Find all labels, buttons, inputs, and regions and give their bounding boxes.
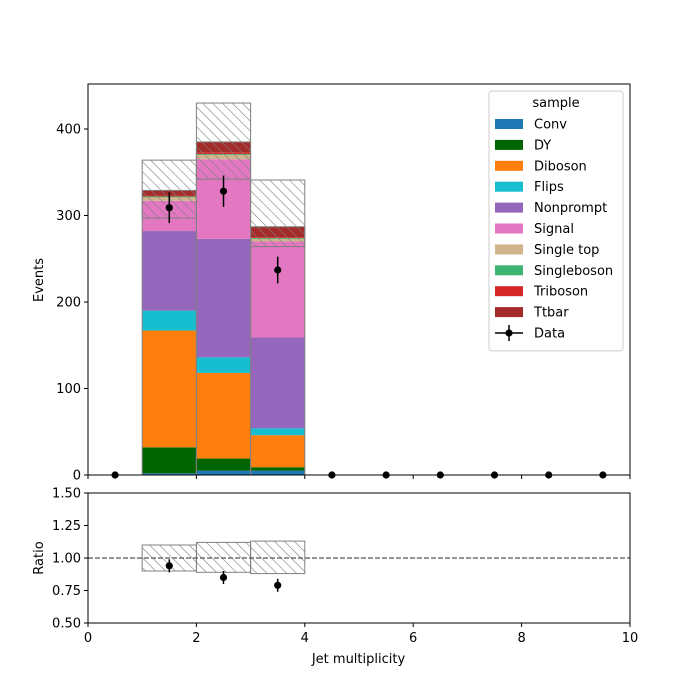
bar-conv-bin-2 (196, 470, 251, 475)
main-y-tick-label-2: 200 (56, 295, 81, 310)
uncertainty-band-bin-2 (195, 102, 252, 180)
main-y-tick-label-3: 300 (56, 209, 81, 224)
main-y-axis-label: Events (32, 258, 47, 302)
ratio-y-tick-label-2: 1.00 (52, 552, 81, 567)
legend-label-single-top: Single top (534, 243, 599, 258)
ratio-point-1 (219, 573, 228, 582)
main-panel: 0 100 200 300 400 (56, 83, 631, 484)
main-y-tick-label-4: 400 (56, 122, 81, 137)
legend-swatch-single-top (495, 244, 523, 255)
legend: sample Conv DY Diboson Flips Nonprompt Signal S… (488, 90, 624, 352)
x-tick-label-2: 4 (301, 631, 309, 646)
ratio-point-0 (165, 562, 173, 570)
legend-label-dy: DY (534, 138, 551, 153)
legend-label-conv: Conv (534, 118, 567, 133)
bar-nonprompt-bin-3 (250, 337, 305, 429)
bar-diboson-bin-3 (250, 435, 305, 468)
legend-label-flips: Flips (534, 180, 564, 195)
uncertainty-band-bin-3 (250, 179, 306, 248)
bar-diboson-bin-1 (142, 330, 197, 448)
bar-flips-bin-3 (250, 428, 305, 436)
main-axes-frame (87, 83, 631, 476)
legend-swatch-flips (495, 181, 523, 192)
legend-label-nonprompt: Nonprompt (534, 201, 607, 216)
legend-swatch-conv (495, 119, 523, 129)
ratio-band-bin-3 (250, 540, 306, 575)
data-point-1 (165, 204, 173, 212)
legend-label-data: Data (534, 327, 565, 342)
legend-label-triboson: Triboson (533, 285, 588, 300)
ratio-y-axis-label: Ratio (32, 541, 47, 574)
bar-flips-bin-1 (142, 310, 197, 331)
legend-label-singleboson: Singleboson (534, 264, 613, 279)
bar-nonprompt-bin-2 (196, 238, 251, 358)
ratio-point-2 (274, 581, 282, 589)
main-y-tick-label-1: 100 (56, 382, 81, 397)
legend-swatch-signal (495, 223, 523, 234)
x-tick-label-0: 0 (84, 631, 92, 646)
x-tick-label-5: 10 (622, 631, 639, 646)
legend-swatch-dy (495, 139, 523, 150)
legend-label-signal: Signal (534, 222, 574, 237)
x-tick-label-4: 8 (517, 631, 525, 646)
ratio-y-tick-label-1: 0.75 (52, 584, 81, 599)
ratio-y-tick-label-0: 0.50 (52, 617, 81, 632)
legend-swatch-singleboson (495, 265, 523, 276)
legend-label-ttbar: Ttbar (533, 306, 569, 321)
ratio-y-tick-label-3: 1.25 (52, 519, 81, 534)
legend-data-marker (505, 329, 513, 337)
legend-swatch-diboson (495, 160, 523, 171)
data-point-3 (274, 266, 282, 274)
data-point-2 (219, 187, 228, 195)
legend-swatch-nonprompt (495, 202, 523, 213)
legend-label-diboson: Diboson (534, 159, 587, 174)
bar-flips-bin-2 (196, 357, 251, 373)
x-axis-label: Jet multiplicity (311, 652, 406, 667)
ratio-band-bin-2 (195, 541, 252, 573)
main-y-tick-label-0: 0 (73, 469, 81, 484)
bar-conv-bin-1 (142, 473, 197, 475)
legend-box (488, 90, 624, 352)
bar-dy-bin-1 (142, 447, 197, 474)
bar-nonprompt-bin-1 (142, 231, 197, 311)
bar-signal-bin-3 (250, 241, 305, 338)
bar-dy-bin-2 (196, 458, 251, 471)
bar-dy-bin-3 (250, 467, 305, 471)
bar-conv-bin-3 (250, 470, 305, 475)
x-tick-label-3: 6 (409, 631, 417, 646)
ratio-y-tick-label-4: 1.50 (52, 487, 81, 502)
legend-title: sample (532, 96, 579, 111)
x-tick-label-1: 2 (192, 631, 200, 646)
ratio-panel: 0.50 0.75 1.00 1.25 1.50 0 2 4 6 8 10 (52, 487, 638, 647)
legend-swatch-ttbar (495, 307, 523, 318)
legend-swatch-triboson (495, 286, 523, 297)
bar-diboson-bin-2 (196, 372, 251, 459)
